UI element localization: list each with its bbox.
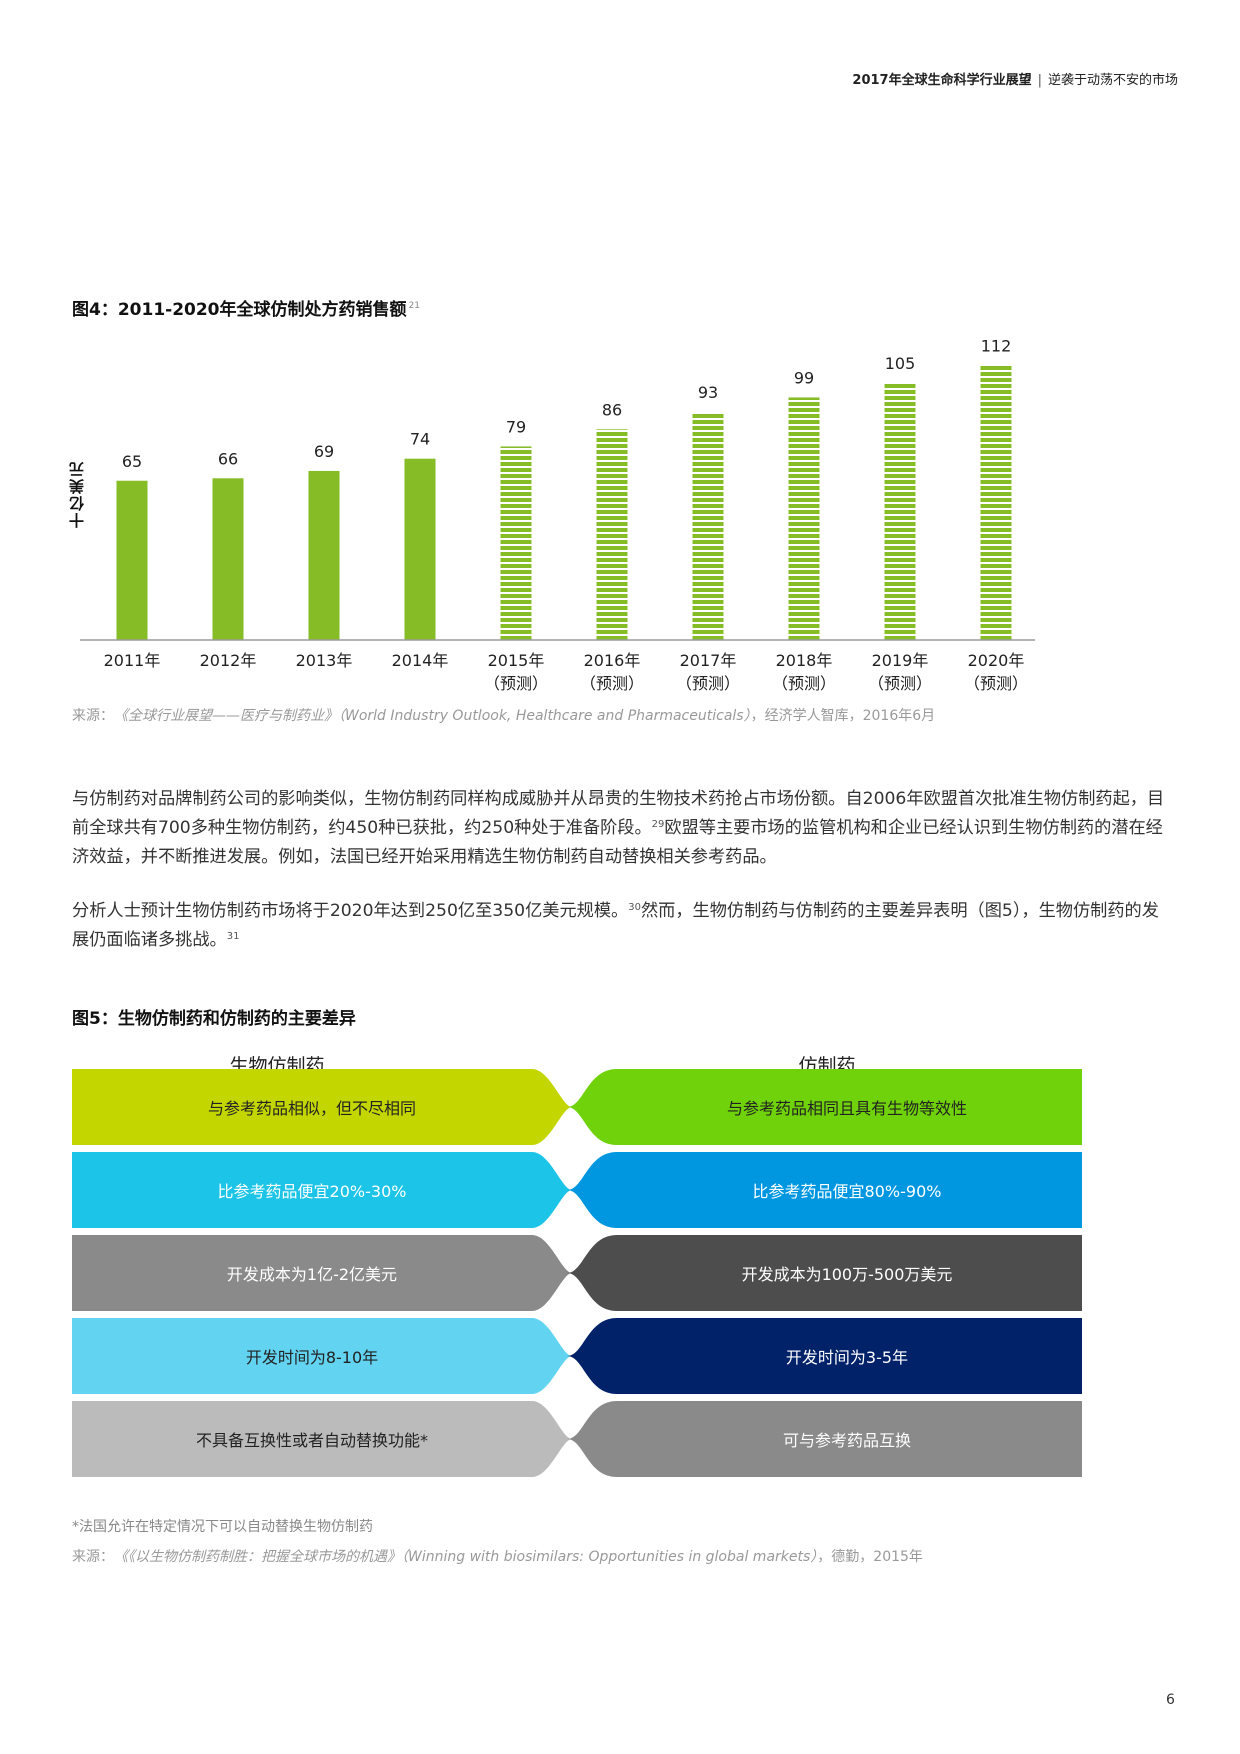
- bar-value-label-7: 99: [794, 368, 814, 387]
- bar-value-label-3: 74: [410, 430, 430, 449]
- x-tick-label-2: 2013年: [296, 651, 353, 670]
- report-subtitle: 逆袭于动荡不安的市场: [1048, 73, 1178, 88]
- figure4-ref: 21: [409, 301, 420, 311]
- x-tick-label-6: 2017年: [680, 651, 737, 670]
- figure4-source-prefix: 来源：: [72, 708, 114, 724]
- bar-6: [693, 412, 724, 640]
- x-tick-note-5: （预测）: [580, 674, 644, 693]
- running-header: 2017年全球生命科学行业展望 | 逆袭于动荡不安的市场: [852, 69, 1178, 88]
- comparison-row: 与参考药品相似，但不尽相同与参考药品相同且具有生物等效性: [72, 1069, 1082, 1145]
- x-tick-label-4: 2015年: [488, 651, 545, 670]
- figure5-source: 来源：《《以生物仿制药制胜：把握全球市场的机遇》（Winning with bi…: [72, 1546, 923, 1566]
- paragraph-1: 与仿制药对品牌制药公司的影响类似，生物仿制药同样构成威胁并从昂贵的生物技术药抢占…: [72, 785, 1170, 872]
- bar-value-label-6: 93: [698, 383, 718, 402]
- paragraph-1-ref: 29: [652, 819, 665, 830]
- x-tick-label-8: 2019年: [872, 651, 929, 670]
- bar-7: [789, 397, 820, 640]
- figure4-title-text: 图4：2011-2020年全球仿制处方药销售额: [72, 300, 407, 320]
- x-tick-label-1: 2012年: [200, 651, 257, 670]
- paragraph-2-ref-2: 31: [227, 931, 240, 942]
- figure4-source-title: 《全球行业展望——医疗与制药业》（World Industry Outlook,…: [114, 708, 751, 724]
- paragraph-2-text-a: 分析人士预计生物仿制药市场将于2020年达到250亿至350亿美元规模。: [72, 901, 628, 921]
- bar-2: [309, 471, 340, 640]
- sales-bar-chart: 65 2011年 66 2012年 69 2013年 74 2014年 79 2015年 （预测） 8…: [60, 330, 1060, 700]
- x-tick-note-4: （预测）: [484, 674, 548, 693]
- bar-value-label-1: 66: [218, 449, 238, 468]
- generic-cell-text: 可与参考药品互换: [612, 1401, 1082, 1477]
- report-title: 2017年全球生命科学行业展望: [852, 73, 1031, 88]
- bar-9: [981, 366, 1012, 640]
- bar-value-label-4: 79: [506, 417, 526, 436]
- figure5-source-title: 《《以生物仿制药制胜：把握全球市场的机遇》（Winning with biosi…: [114, 1549, 817, 1565]
- paragraph-2-ref-1: 30: [628, 902, 641, 913]
- x-tick-note-8: （预测）: [868, 674, 932, 693]
- comparison-row: 开发时间为8-10年开发时间为3-5年: [72, 1318, 1082, 1394]
- generic-cell-text: 比参考药品便宜80%-90%: [612, 1152, 1082, 1228]
- figure5-footnote: *法国允许在特定情况下可以自动替换生物仿制药: [72, 1516, 373, 1536]
- biosimilar-cell-text: 比参考药品便宜20%-30%: [72, 1152, 552, 1228]
- header-separator: |: [1038, 73, 1042, 88]
- x-tick-note-6: （预测）: [676, 674, 740, 693]
- comparison-row: 不具备互换性或者自动替换功能* 可与参考药品互换: [72, 1401, 1082, 1477]
- bar-0: [117, 481, 148, 640]
- figure5-source-suffix: ，德勤，2015年: [817, 1549, 923, 1565]
- x-tick-note-7: （预测）: [772, 674, 836, 693]
- figure4-source: 来源：《全球行业展望——医疗与制药业》（World Industry Outlo…: [72, 705, 935, 725]
- bar-value-label-5: 86: [602, 400, 622, 419]
- x-tick-label-7: 2018年: [776, 651, 833, 670]
- bar-1: [213, 478, 244, 640]
- bar-5: [597, 429, 628, 640]
- paragraph-2: 分析人士预计生物仿制药市场将于2020年达到250亿至350亿美元规模。30然而…: [72, 897, 1170, 955]
- figure5-source-prefix: 来源：: [72, 1549, 114, 1565]
- bar-value-label-9: 112: [981, 337, 1012, 356]
- biosimilar-cell-text: 开发时间为8-10年: [72, 1318, 552, 1394]
- generic-cell-text: 开发成本为100万-500万美元: [612, 1235, 1082, 1311]
- x-tick-label-5: 2016年: [584, 651, 641, 670]
- bar-value-label-2: 69: [314, 442, 334, 461]
- comparison-row: 比参考药品便宜20%-30% 比参考药品便宜80%-90%: [72, 1152, 1082, 1228]
- x-tick-label-9: 2020年: [968, 651, 1025, 670]
- x-tick-note-9: （预测）: [964, 674, 1028, 693]
- figure4-source-suffix: ，经济学人智库，2016年6月: [751, 708, 936, 724]
- x-tick-label-3: 2014年: [392, 651, 449, 670]
- generic-cell-text: 与参考药品相同且具有生物等效性: [612, 1069, 1082, 1145]
- figure5-title: 图5：生物仿制药和仿制药的主要差异: [72, 1004, 356, 1029]
- bar-value-label-8: 105: [885, 354, 916, 373]
- bar-3: [405, 459, 436, 640]
- generic-cell-text: 开发时间为3-5年: [612, 1318, 1082, 1394]
- figure4-title: 图4：2011-2020年全球仿制处方药销售额21: [72, 295, 420, 320]
- bar-value-label-0: 65: [122, 452, 142, 471]
- biosimilar-cell-text: 开发成本为1亿-2亿美元: [72, 1235, 552, 1311]
- biosimilar-cell-text: 与参考药品相似，但不尽相同: [72, 1069, 552, 1145]
- biosimilar-cell-text: 不具备互换性或者自动替换功能*: [72, 1401, 552, 1477]
- bar-8: [885, 383, 916, 640]
- bar-4: [501, 446, 532, 640]
- page-number: 6: [1166, 1692, 1175, 1708]
- comparison-row: 开发成本为1亿-2亿美元开发成本为100万-500万美元: [72, 1235, 1082, 1311]
- x-tick-label-0: 2011年: [104, 651, 161, 670]
